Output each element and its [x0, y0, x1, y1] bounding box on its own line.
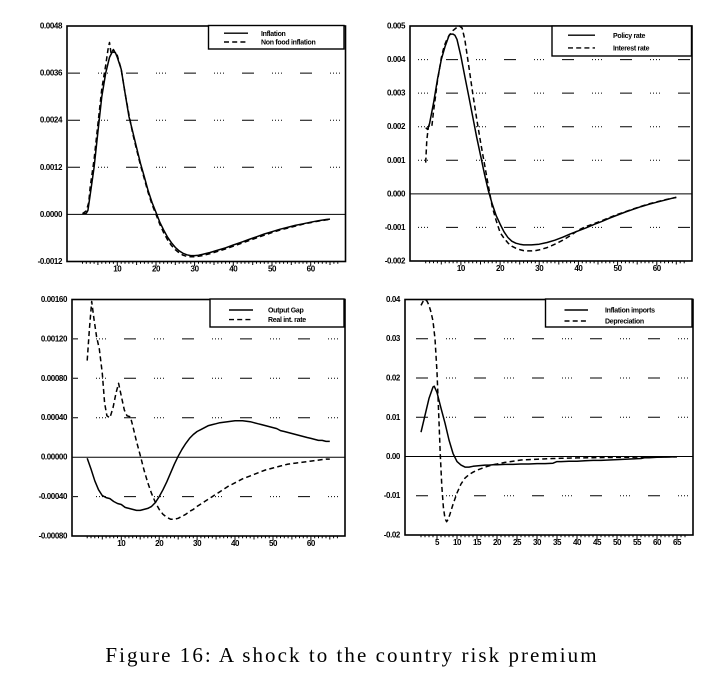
svg-text:-0.00080: -0.00080 — [39, 532, 68, 541]
svg-text:0.0012: 0.0012 — [40, 163, 63, 172]
svg-text:Real int. rate: Real int. rate — [268, 317, 306, 324]
svg-text:60: 60 — [653, 264, 662, 273]
svg-text:60: 60 — [653, 538, 662, 547]
svg-text:0.04: 0.04 — [386, 295, 401, 304]
svg-text:40: 40 — [574, 264, 583, 273]
svg-text:40: 40 — [231, 539, 240, 548]
svg-text:10: 10 — [457, 264, 466, 273]
svg-text:-0.00040: -0.00040 — [39, 492, 68, 501]
svg-text:50: 50 — [614, 264, 623, 273]
svg-text:50: 50 — [269, 539, 278, 548]
svg-text:0.03: 0.03 — [386, 334, 401, 343]
svg-text:Inflation: Inflation — [261, 31, 286, 38]
svg-text:Figure 16: A shock to the coun: Figure 16: A shock to the country risk p… — [105, 643, 598, 667]
svg-text:Non food inflation: Non food inflation — [261, 40, 315, 47]
svg-text:0.0036: 0.0036 — [40, 69, 63, 78]
svg-text:0.002: 0.002 — [387, 122, 406, 131]
svg-text:20: 20 — [155, 539, 164, 548]
svg-text:0.00160: 0.00160 — [41, 295, 68, 304]
svg-text:60: 60 — [307, 265, 316, 274]
svg-text:0.00040: 0.00040 — [41, 413, 68, 422]
svg-text:0.000: 0.000 — [387, 189, 406, 198]
svg-text:-0.01: -0.01 — [384, 491, 401, 500]
svg-text:Depreciation: Depreciation — [605, 319, 644, 326]
svg-text:10: 10 — [453, 538, 462, 547]
svg-text:50: 50 — [268, 265, 277, 274]
svg-text:20: 20 — [152, 265, 161, 274]
svg-text:10: 10 — [117, 539, 126, 548]
svg-text:15: 15 — [473, 538, 482, 547]
svg-text:50: 50 — [613, 538, 622, 547]
svg-text:30: 30 — [533, 538, 542, 547]
svg-text:40: 40 — [573, 538, 582, 547]
svg-text:60: 60 — [307, 539, 316, 548]
svg-text:-0.0012: -0.0012 — [38, 257, 63, 266]
svg-text:-0.02: -0.02 — [384, 531, 401, 540]
svg-text:0.00: 0.00 — [386, 452, 401, 461]
svg-text:30: 30 — [191, 265, 200, 274]
svg-text:0.0024: 0.0024 — [40, 116, 63, 125]
svg-text:0.004: 0.004 — [387, 55, 406, 64]
svg-text:0.00000: 0.00000 — [41, 453, 68, 462]
svg-text:55: 55 — [633, 538, 642, 547]
svg-text:10: 10 — [113, 265, 122, 274]
svg-text:0.005: 0.005 — [387, 22, 406, 31]
svg-text:5: 5 — [435, 538, 440, 547]
svg-text:0.01: 0.01 — [386, 413, 401, 422]
svg-text:40: 40 — [229, 265, 238, 274]
svg-text:25: 25 — [513, 538, 522, 547]
svg-text:65: 65 — [673, 538, 682, 547]
svg-text:0.00080: 0.00080 — [41, 374, 68, 383]
svg-text:0.00120: 0.00120 — [41, 334, 68, 343]
svg-text:20: 20 — [496, 264, 505, 273]
svg-text:0.0048: 0.0048 — [40, 22, 63, 31]
svg-text:0.02: 0.02 — [386, 374, 401, 383]
svg-text:0.003: 0.003 — [387, 89, 406, 98]
svg-text:20: 20 — [493, 538, 502, 547]
svg-text:0.001: 0.001 — [387, 156, 406, 165]
svg-text:-0.002: -0.002 — [385, 257, 406, 266]
svg-text:45: 45 — [593, 538, 602, 547]
svg-text:Interest rate: Interest rate — [613, 46, 650, 53]
svg-text:Inflation imports: Inflation imports — [605, 308, 655, 315]
svg-text:35: 35 — [553, 538, 562, 547]
svg-text:30: 30 — [193, 539, 202, 548]
svg-text:0.0000: 0.0000 — [40, 210, 63, 219]
svg-text:Output Gap: Output Gap — [268, 308, 304, 315]
svg-text:Policy rate: Policy rate — [613, 33, 646, 40]
svg-text:30: 30 — [535, 264, 544, 273]
svg-text:-0.001: -0.001 — [385, 223, 406, 232]
